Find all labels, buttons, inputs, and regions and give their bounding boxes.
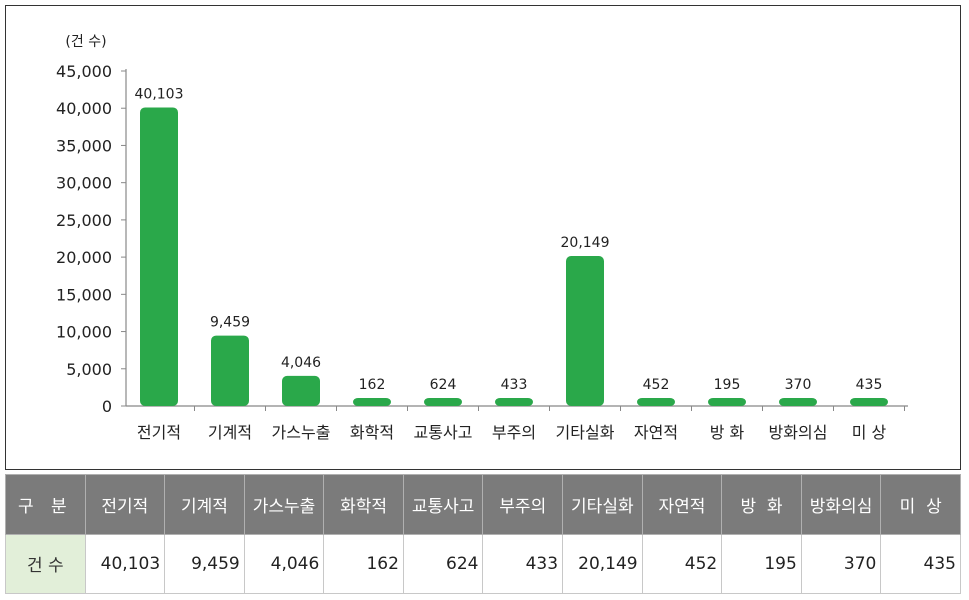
table-header-cell: 방화의심: [800, 474, 882, 535]
bar-data-label: 40,103: [135, 86, 184, 102]
x-tick-label: 전기적: [137, 423, 181, 442]
table-value-cell: 162: [323, 533, 404, 594]
bar: [140, 107, 178, 406]
table-header-cell: 부주의: [482, 474, 564, 535]
table-value-cell: 435: [880, 533, 961, 594]
bar: [424, 398, 462, 406]
x-tick-label: 방화의심: [769, 423, 828, 442]
x-tick-label: 자연적: [634, 423, 678, 442]
y-tick-label: 30,000: [56, 174, 112, 193]
table-header-cell: 가스누출: [243, 474, 325, 535]
table-value-row: 건 수 40,103 9,459 4,046 162 624 433 20,149 452 19…: [5, 533, 961, 594]
table-row-label: 건 수: [5, 533, 86, 594]
x-tick-label: 화학적: [350, 423, 394, 442]
x-tick-label: 기타실화: [556, 423, 615, 442]
y-tick-label: 25,000: [56, 211, 112, 230]
y-tick-label: 35,000: [56, 136, 112, 155]
bar-data-label: 433: [501, 377, 528, 393]
y-unit-label: (건 수): [65, 34, 106, 50]
x-tick-label: 방 화: [710, 423, 745, 442]
table-value-cell: 40,103: [84, 533, 166, 594]
table-value-cell: 433: [482, 533, 564, 594]
bar-data-label: 624: [430, 377, 457, 393]
bar: [495, 398, 533, 406]
table-header-cell: 자연적: [641, 474, 723, 535]
y-tick-label: 5,000: [66, 360, 112, 379]
table-value-cell: 452: [641, 533, 723, 594]
table-header-cell: 기계적: [164, 474, 245, 535]
bar: [850, 398, 888, 406]
table-value-cell: 4,046: [243, 533, 325, 594]
table-value-cell: 195: [721, 533, 802, 594]
bar-data-label: 370: [785, 377, 812, 393]
table-header-cell: 미 상: [880, 474, 961, 535]
data-table: 구 분 전기적 기계적 가스누출 화학적 교통사고 부주의 기타실화 자연적 방 화 방화의심 미 …: [5, 474, 961, 594]
bar: [353, 398, 391, 406]
y-tick-label: 0: [102, 397, 112, 416]
bar-data-label: 452: [643, 377, 670, 393]
bar-data-label: 435: [856, 377, 883, 393]
table-value-cell: 20,149: [562, 533, 643, 594]
bar: [708, 398, 746, 406]
table-header-row: 구 분 전기적 기계적 가스누출 화학적 교통사고 부주의 기타실화 자연적 방 화 방화의심 미 …: [5, 474, 961, 535]
bar-data-label: 195: [714, 377, 741, 393]
y-tick-label: 40,000: [56, 99, 112, 118]
bar: [211, 335, 249, 406]
bar: [282, 375, 320, 406]
bar-data-label: 162: [359, 377, 386, 393]
x-tick-label: 가스누출: [272, 423, 331, 442]
table-header-cell: 전기적: [84, 474, 166, 535]
y-tick-label: 15,000: [56, 285, 112, 304]
x-tick-label: 부주의: [492, 423, 536, 442]
table-value-cell: 624: [402, 533, 484, 594]
table-header-cell: 방 화: [721, 474, 802, 535]
y-tick-label: 20,000: [56, 248, 112, 267]
bar: [637, 398, 675, 406]
bar-data-label: 20,149: [561, 235, 610, 251]
bar: [779, 398, 817, 406]
table-value-cell: 9,459: [164, 533, 245, 594]
y-tick-label: 10,000: [56, 323, 112, 342]
table-header-cell: 기타실화: [562, 474, 643, 535]
bar-chart: (건 수) 0 5,000 10,000 15,000 20,000 25,000 30,00…: [56, 34, 908, 442]
bar: [566, 256, 604, 406]
table-header-label: 구 분: [5, 474, 86, 535]
x-tick-label: 미 상: [852, 423, 887, 442]
chart-frame: (건 수) 0 5,000 10,000 15,000 20,000 25,000 30,00…: [5, 5, 961, 470]
table-header-cell: 화학적: [323, 474, 404, 535]
bar-data-label: 4,046: [281, 355, 321, 371]
bar-data-label: 9,459: [210, 315, 250, 331]
table-header-cell: 교통사고: [402, 474, 484, 535]
table-value-cell: 370: [800, 533, 882, 594]
x-tick-label: 교통사고: [414, 423, 473, 442]
x-tick-label: 기계적: [208, 423, 252, 442]
y-tick-label: 45,000: [56, 62, 112, 81]
